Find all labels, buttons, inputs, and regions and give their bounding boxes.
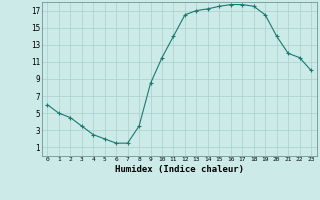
X-axis label: Humidex (Indice chaleur): Humidex (Indice chaleur) bbox=[115, 165, 244, 174]
